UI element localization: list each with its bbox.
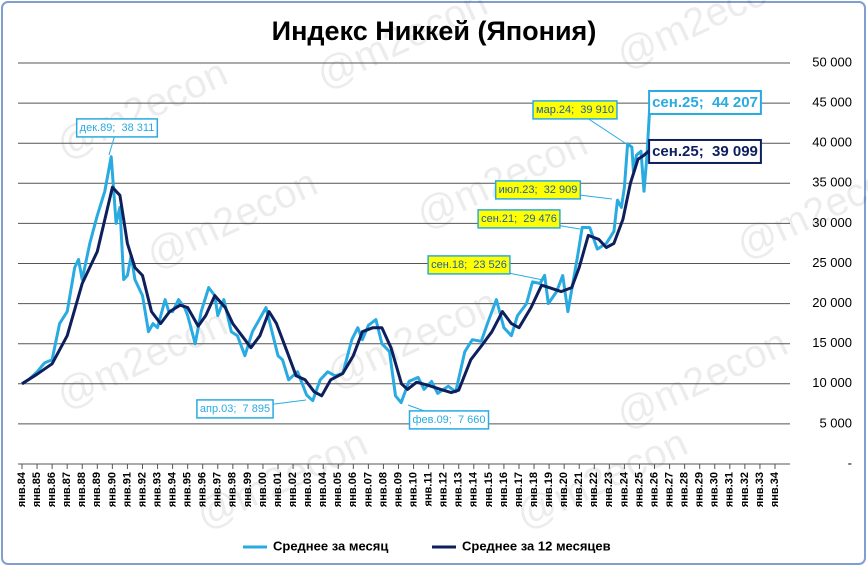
x-tick-label: янв.98 [227,472,239,507]
annotation-label: сен.25; 44 207 [652,94,758,111]
annotation: июл.23; 32 909 [494,180,613,200]
series-line [21,149,651,398]
x-tick-label: янв.20 [558,472,570,507]
annotation-box [196,399,274,419]
y-tick-label: 20 000 [812,295,852,310]
annotation: фев.09; 7 660 [407,404,490,430]
annotation-label: апр.03; 7 895 [200,403,270,415]
x-tick-label: янв.96 [197,472,209,507]
x-tick-label: янв.03 [302,472,314,507]
x-tick-label: янв.32 [739,472,751,507]
y-tick-label: 30 000 [812,215,852,230]
legend-label: Среднее за месяц [273,538,388,553]
y-tick-label: 40 000 [812,135,852,150]
annotation: апр.03; 7 895 [196,399,307,419]
x-tick-label: янв.16 [498,472,510,507]
x-tick-label: янв.90 [106,472,118,507]
annotation-box [75,118,159,138]
annotation-label: сен.21; 29 476 [481,213,557,225]
x-tick-label: янв.34 [769,471,781,507]
annotation: сен.18; 23 526 [427,255,544,281]
x-tick-label: янв.15 [483,472,495,507]
annotation: сен.21; 29 476 [477,209,581,230]
x-tick-label: янв.88 [76,472,88,507]
x-tick-label: янв.07 [362,472,374,507]
annotation-box [532,100,618,120]
x-tick-label: янв.94 [167,471,179,507]
y-tick-label: 5 000 [819,415,852,430]
annotation: сен.25; 44 207 [648,89,762,115]
x-tick-label: янв.14 [468,471,480,507]
x-tick-label: янв.31 [724,472,736,507]
x-tick-label: янв.12 [438,472,450,507]
x-tick-label: янв.23 [603,472,615,507]
x-tick-label: янв.18 [528,472,540,507]
x-tick-label: янв.17 [513,472,525,507]
y-tick-label: 25 000 [812,255,852,270]
chart-title: Индекс Никкей (Япония) [272,16,597,46]
annotation-box [494,180,582,200]
annotation-label: фев.09; 7 660 [413,414,486,426]
annotation: дек.89; 38 311 [75,118,159,156]
annotation-label: сен.18; 23 526 [431,259,507,271]
x-tick-label: янв.11 [423,472,435,507]
y-tick-label: - [848,455,852,470]
x-tick-label: янв.91 [121,472,133,507]
x-tick-label: янв.00 [257,472,269,507]
x-tick-label: янв.28 [679,472,691,507]
x-tick-label: янв.13 [453,472,465,507]
x-tick-label: янв.99 [242,472,254,507]
x-tick-label: янв.93 [151,472,163,507]
x-tick-label: янв.19 [543,472,555,507]
x-tick-label: янв.97 [212,472,224,507]
x-tick-label: янв.89 [91,472,103,507]
x-tick-label: янв.87 [61,472,73,507]
x-tick-label: янв.08 [377,472,389,507]
annotation-label: мар.24; 39 910 [536,104,614,116]
x-tick-label: янв.85 [31,472,43,507]
x-tick-label: янв.06 [347,472,359,507]
y-tick-label: 10 000 [812,375,852,390]
x-tick-label: янв.10 [407,472,419,507]
annotation-label: июл.23; 32 909 [499,184,578,196]
x-tick-label: янв.09 [392,472,404,507]
x-tick-label: янв.27 [663,472,675,507]
x-tick-label: янв.30 [709,472,721,507]
y-tick-label: 35 000 [812,175,852,190]
x-tick-label: янв.24 [618,471,630,507]
annotation: мар.24; 39 910 [532,100,626,144]
annotation-box [427,255,511,275]
x-tick-label: янв.05 [332,472,344,507]
x-tick-label: янв.02 [287,472,299,507]
annotation-label: дек.89; 38 311 [80,122,155,134]
x-tick-label: янв.21 [573,472,585,507]
x-tick-label: янв.04 [317,471,329,507]
x-tick-label: янв.22 [588,472,600,507]
x-tick-label: янв.26 [648,472,660,507]
x-tick-label: янв.84 [16,471,28,507]
annotation-box [648,89,762,115]
x-tick-label: янв.29 [694,472,706,507]
annotation-label: сен.25; 39 099 [652,143,758,160]
annotation-box [648,138,762,164]
series-line [21,109,652,405]
y-tick-label: 15 000 [812,335,852,350]
legend-label: Среднее за 12 месяцев [462,538,611,553]
x-tick-label: янв.25 [633,472,645,507]
y-tick-label: 45 000 [812,95,852,110]
x-tick-label: янв.86 [46,472,58,507]
annotation-box [408,410,490,430]
annotation-box [477,209,561,229]
annotation: сен.25; 39 099 [648,138,762,164]
x-tick-label: янв.92 [136,472,148,507]
x-tick-label: янв.95 [182,472,194,507]
x-tick-label: янв.01 [272,472,284,507]
y-tick-label: 50 000 [812,54,852,69]
x-tick-label: янв.33 [754,472,766,507]
